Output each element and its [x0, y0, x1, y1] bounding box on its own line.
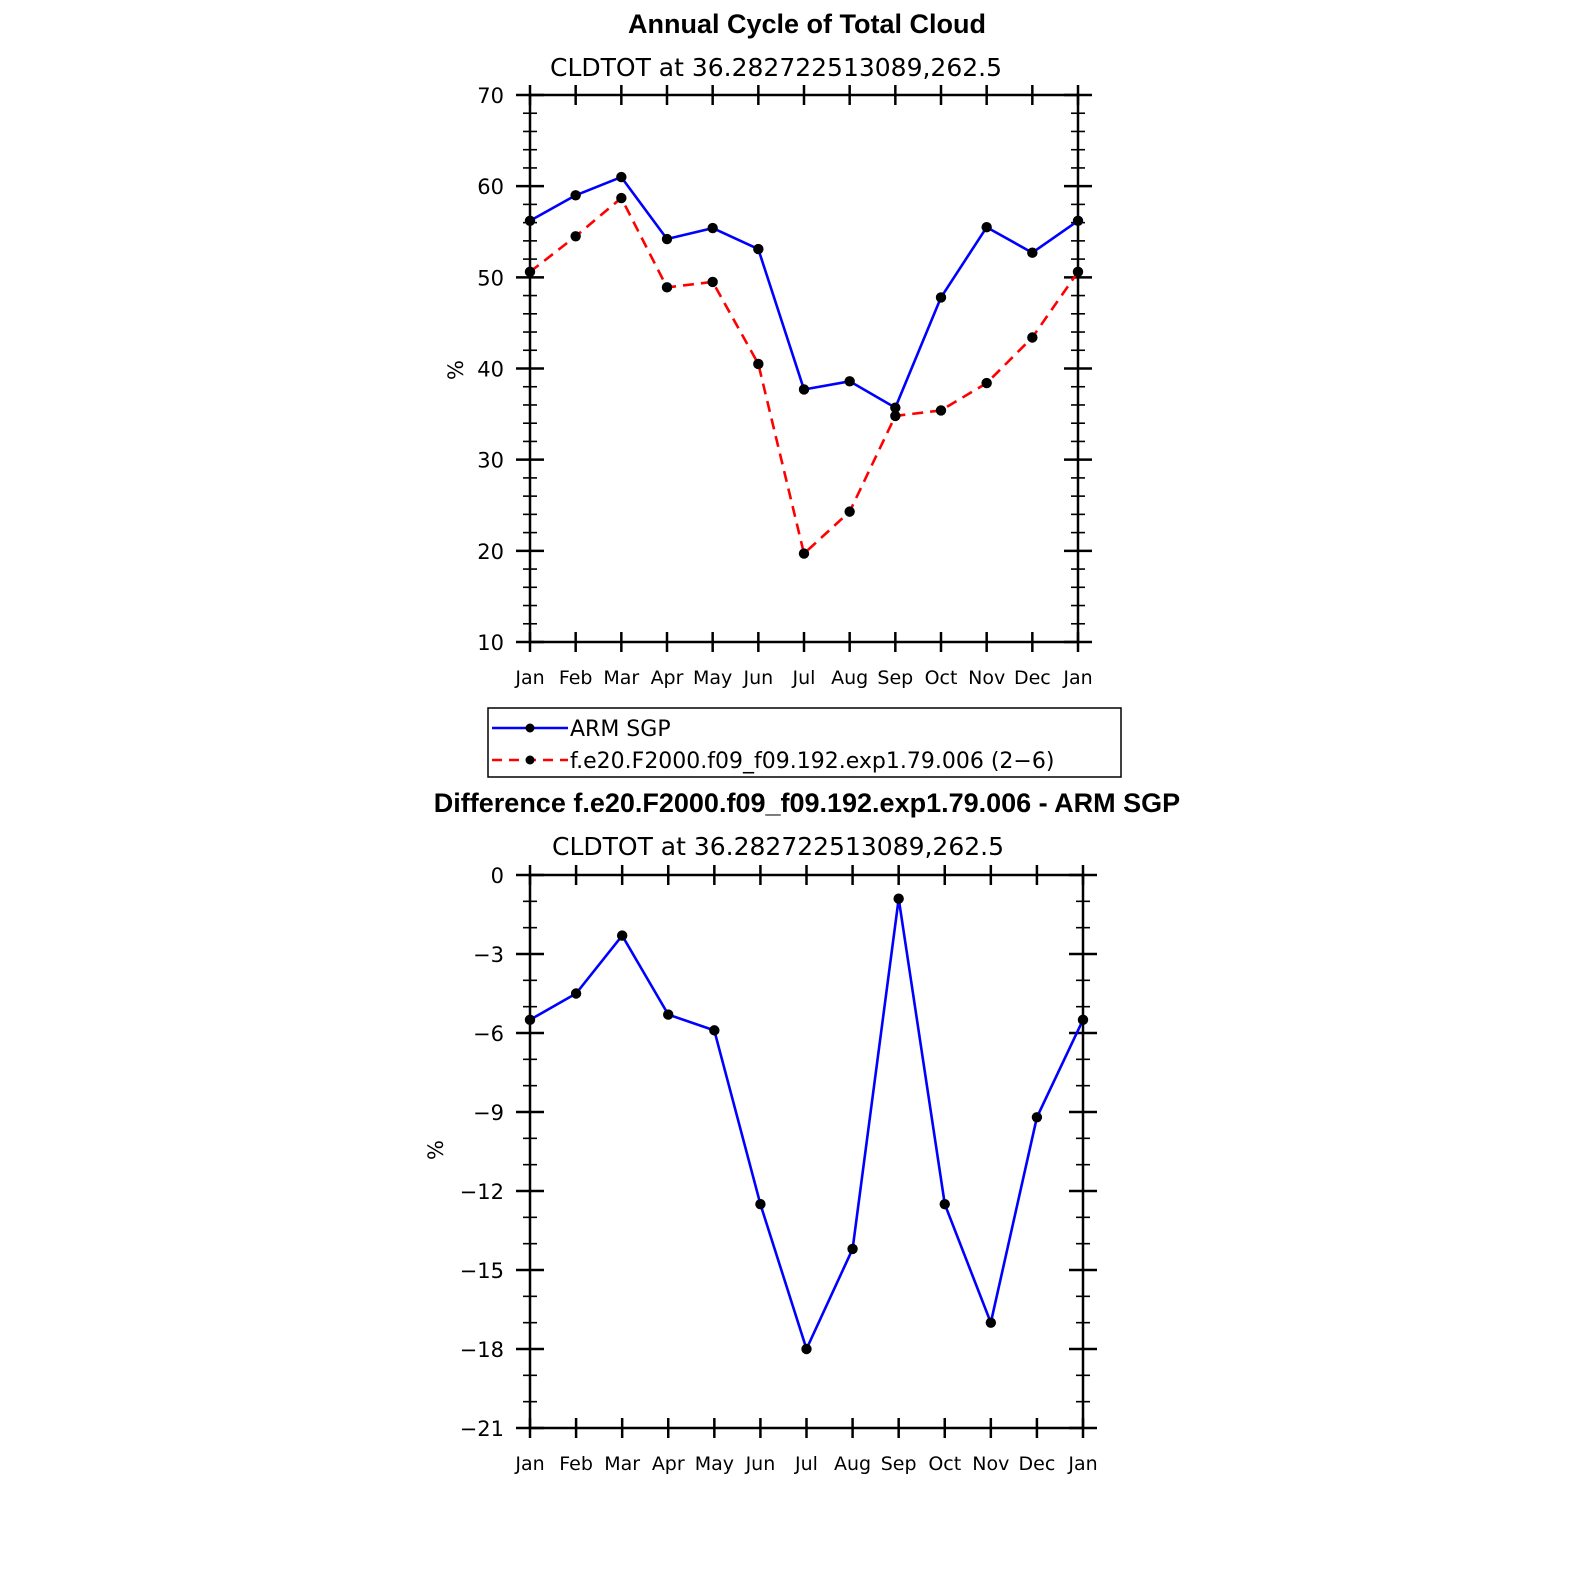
top-series-0-point	[981, 221, 992, 233]
bottom-series-0-point	[663, 1009, 674, 1020]
bottom-y-axis-label: %	[424, 1140, 448, 1160]
bottom-series-0-point	[939, 1198, 950, 1210]
bottom-ytick-label: 0	[491, 864, 504, 888]
legend-label-model: f.e20.F2000.f09_f09.192.exp1.79.006 (2−6…	[570, 749, 1054, 774]
bottom-ytick-label: −18	[460, 1338, 504, 1362]
top-series-0-point	[890, 402, 901, 413]
top-chart-title: Annual Cycle of Total Cloud	[628, 9, 986, 39]
bottom-ytick-label: −9	[473, 1101, 504, 1125]
top-xtick-label: Aug	[831, 667, 868, 689]
bottom-xtick-label: Oct	[928, 1453, 961, 1475]
bottom-xtick-label: Dec	[1019, 1453, 1056, 1475]
top-ytick-label: 10	[477, 631, 504, 655]
top-plot-frame	[528, 93, 1080, 644]
top-series-1-point	[570, 231, 581, 242]
legend-box	[487, 707, 1122, 778]
top-ytick-label: 60	[477, 175, 504, 199]
top-series-1-point	[1027, 332, 1038, 343]
top-series-1-point	[707, 276, 718, 288]
legend-marker-arm-sgp	[525, 723, 535, 733]
top-series-1-point	[798, 548, 810, 559]
bottom-series-0-point	[524, 1014, 536, 1026]
top-y-axis-label: %	[444, 360, 468, 380]
bottom-xtick-label: Mar	[604, 1453, 640, 1475]
top-series-1-point	[1072, 266, 1084, 278]
bottom-series-0-line	[529, 897, 1085, 1351]
bottom-series-0-point	[847, 1243, 858, 1255]
top-series-1-point	[981, 377, 992, 389]
top-series-1-point	[661, 282, 673, 293]
top-series-0-point	[661, 233, 673, 245]
top-series-1-point	[935, 405, 947, 416]
bottom-chart-title: Difference f.e20.F2000.f09_f09.192.exp1.…	[434, 788, 1180, 818]
bottom-series-0-point	[985, 1317, 997, 1328]
top-series-1-point	[890, 410, 901, 422]
top-xtick-label: Jun	[742, 667, 773, 689]
top-ytick-label: 40	[477, 358, 504, 382]
top-xtick-label: Dec	[1014, 667, 1051, 689]
top-series-0-point	[844, 376, 855, 387]
bottom-xtick-label: Nov	[972, 1453, 1009, 1475]
top-xtick-label: Mar	[603, 667, 639, 689]
bottom-xtick-label: Jan	[1067, 1453, 1097, 1475]
legend-marker-model	[525, 755, 535, 765]
top-ytick-label: 20	[477, 540, 504, 564]
top-xtick-label: Jul	[792, 667, 816, 689]
top-xtick-label: Nov	[968, 667, 1005, 689]
top-ytick-label: 70	[477, 84, 504, 108]
top-series-0-point	[798, 384, 810, 395]
top-series-0-point	[753, 243, 764, 255]
bottom-series-0-point	[801, 1343, 812, 1355]
top-ytick-label: 30	[477, 449, 504, 473]
top-xtick-label: May	[693, 667, 732, 689]
bottom-chart-subtitle: CLDTOT at 36.282722513089,262.5	[552, 832, 1004, 861]
top-series-0-point	[1072, 215, 1084, 227]
top-series-0-point	[707, 222, 718, 234]
top-xtick-label: Apr	[651, 667, 684, 689]
top-chart-subtitle: CLDTOT at 36.282722513089,262.5	[550, 53, 1002, 82]
bottom-ytick-label: −21	[460, 1417, 504, 1441]
bottom-xtick-label: May	[695, 1453, 734, 1475]
bottom-series-0-point	[755, 1198, 766, 1210]
bottom-xtick-label: Aug	[834, 1453, 871, 1475]
bottom-xtick-label: Jul	[794, 1453, 818, 1475]
top-series-0-point	[524, 215, 536, 227]
top-xtick-label: Oct	[925, 667, 958, 689]
bottom-series-0-point	[893, 893, 904, 904]
top-xtick-label: Jan	[1062, 667, 1092, 689]
bottom-xtick-label: Sep	[881, 1453, 917, 1475]
top-series-0-point	[1027, 247, 1038, 258]
legend-label-arm-sgp: ARM SGP	[570, 717, 671, 742]
bottom-xtick-label: Apr	[652, 1453, 685, 1475]
bottom-ytick-label: −6	[473, 1022, 504, 1046]
bottom-series-0-point	[570, 988, 582, 999]
bottom-series-0-point	[1077, 1014, 1089, 1026]
legend: ARM SGP f.e20.F2000.f09_f09.192.exp1.79.…	[487, 707, 1122, 778]
bottom-xtick-label: Jun	[745, 1453, 776, 1475]
top-series-0-point	[935, 292, 947, 303]
top-series-1-point	[844, 506, 855, 517]
top-series-0-point	[570, 190, 581, 201]
top-xtick-label: Sep	[877, 667, 913, 689]
top-xtick-label: Jan	[514, 667, 544, 689]
top-series-1-point	[616, 192, 627, 204]
bottom-series-0-point	[709, 1025, 720, 1036]
bottom-xtick-label: Feb	[559, 1453, 593, 1475]
top-series-1-point	[524, 266, 536, 278]
top-series-0-point	[616, 171, 627, 183]
top-xtick-label: Feb	[559, 667, 593, 689]
top-ytick-label: 50	[477, 266, 504, 290]
bottom-ytick-label: −15	[460, 1259, 504, 1283]
bottom-ytick-label: −3	[473, 943, 504, 967]
bottom-series-0-point	[616, 930, 628, 941]
bottom-xtick-label: Jan	[514, 1453, 544, 1475]
bottom-series-0-point	[1031, 1112, 1043, 1123]
top-series-1-point	[753, 358, 764, 370]
top-series-1-line	[529, 196, 1080, 555]
bottom-ytick-label: −12	[460, 1180, 504, 1204]
